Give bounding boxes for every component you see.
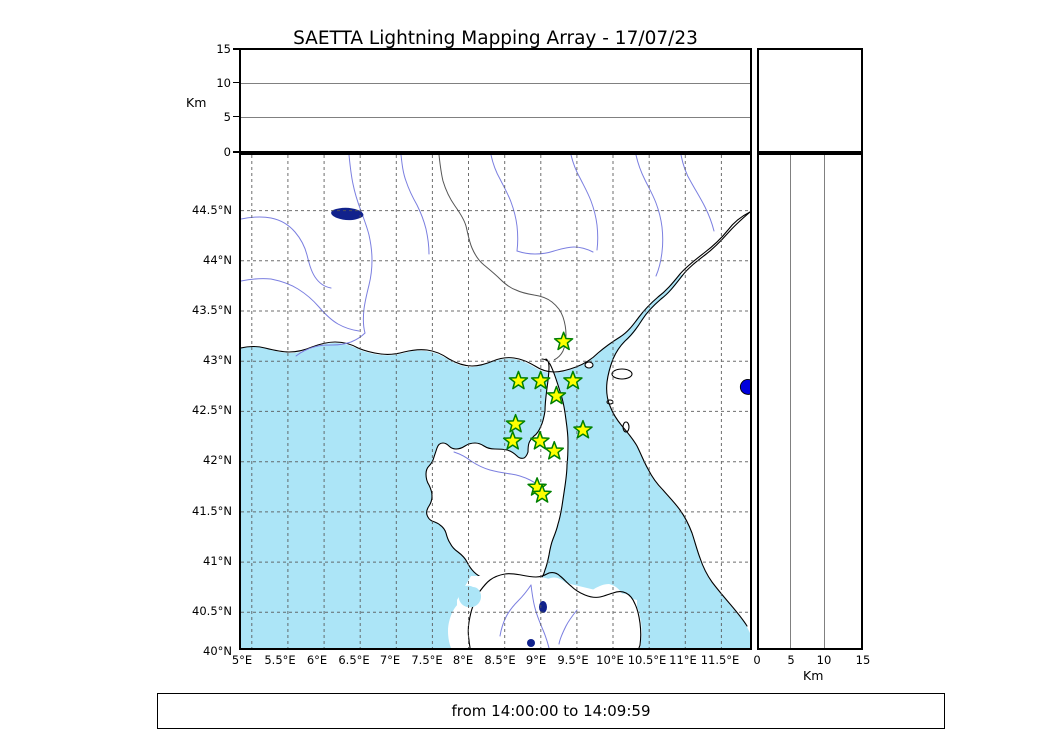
station-star-marker (505, 413, 526, 433)
liguria-land (661, 155, 750, 275)
lon-tick-7: 7°E (379, 653, 401, 667)
altitude-vs-latitude-panel (757, 153, 863, 650)
river-rhone-upper (241, 216, 332, 289)
station-star-marker (544, 440, 565, 460)
altitude-vs-longitude-panel (239, 48, 752, 153)
top-panel-ylabel: Km (186, 95, 207, 110)
lon-tick-9: 9°E (525, 653, 547, 667)
top-ytick-0: 0 (223, 145, 231, 159)
lat-tick-40: 40°N (203, 644, 232, 658)
capraia-outline (584, 361, 594, 369)
lon-tick-7.5: 7.5°E (411, 653, 443, 667)
station-star-marker (530, 430, 550, 450)
lon-tick-6: 6°E (306, 653, 328, 667)
lat-tick-43: 43°N (203, 353, 232, 367)
river-tagliamento (635, 155, 664, 277)
river-saone (400, 155, 430, 255)
elba-island (612, 369, 632, 379)
river-durance (241, 278, 360, 332)
tickmark (233, 116, 239, 117)
tickmark (233, 82, 239, 83)
top-ytick-5: 5 (223, 110, 231, 124)
continental-landmass (241, 155, 750, 373)
lat-tick-42: 42°N (203, 453, 232, 467)
station-star-marker (546, 385, 567, 405)
right-xtick-15: 15 (855, 653, 871, 667)
river-sardinia-west (499, 584, 532, 637)
lon-tick-6.5: 6.5°E (338, 653, 370, 667)
station-star-marker (573, 419, 593, 439)
tickmark (233, 48, 239, 50)
page-title: SAETTA Lightning Mapping Array - 17/07/2… (293, 28, 698, 49)
time-range-label: from 14:00:00 to 14:09:59 (451, 702, 651, 720)
map-graphic (241, 155, 750, 648)
top-ytick-10: 10 (216, 76, 231, 90)
lon-tick-11: 11°E (669, 653, 697, 667)
lake-sardinia-south (527, 639, 535, 647)
right-panel-xlabel: Km (803, 668, 824, 683)
right-xtick-10: 10 (816, 653, 832, 667)
elba-outline (611, 368, 633, 380)
map-gridlines (241, 155, 750, 648)
station-star-marker (532, 484, 552, 503)
altitude-histogram-panel (757, 48, 863, 153)
station-star-marker (508, 370, 529, 390)
lon-tick-5.5: 5.5°E (264, 653, 296, 667)
capraia-island (585, 362, 593, 368)
river-po-upper (490, 155, 519, 252)
right-xtick-0: 0 (753, 653, 761, 667)
tickmark (233, 151, 239, 153)
gridline-5km (241, 117, 750, 118)
lightning-map-panel[interactable] (239, 153, 752, 650)
station-star-marker (502, 430, 523, 450)
station-star-marker (530, 370, 551, 390)
river-rhone (348, 155, 373, 334)
lat-tick-41.5: 41.5°N (192, 504, 232, 518)
time-range-box: from 14:00:00 to 14:09:59 (157, 693, 945, 729)
lat-tick-42.5: 42.5°N (192, 403, 232, 417)
lat-tick-40.5: 40.5°N (192, 604, 232, 618)
lake-omodeo (539, 601, 547, 613)
gridline-10km (241, 83, 750, 84)
lon-tick-5: 5°E (231, 653, 253, 667)
station-markers-layer (502, 331, 593, 503)
lat-tick-44: 44°N (203, 253, 232, 267)
italy-coastline (606, 211, 750, 627)
gridline-5km-right (790, 155, 791, 648)
river-tirso-sardinia (530, 584, 550, 648)
corsica-landmass (426, 358, 568, 596)
station-star-marker (553, 331, 574, 351)
river-golo-corsica (453, 451, 546, 493)
lon-tick-10.5: 10.5°E (627, 653, 667, 667)
top-ytick-15: 15 (216, 42, 231, 56)
sardinia-west-bay (458, 585, 482, 608)
country-border-france-italy (438, 155, 567, 361)
lon-tick-10: 10°E (596, 653, 624, 667)
lon-tick-8: 8°E (452, 653, 474, 667)
lat-tick-44.5: 44.5°N (192, 203, 232, 217)
lightning-source-marker (739, 378, 750, 395)
right-xtick-5: 5 (787, 653, 795, 667)
lon-tick-8.5: 8.5°E (484, 653, 516, 667)
lat-tick-43.5: 43.5°N (192, 303, 232, 317)
lat-tick-41: 41°N (203, 554, 232, 568)
gridline-10km-right (824, 155, 825, 648)
river-rhone-delta (295, 332, 366, 357)
italy-peninsula (606, 213, 750, 633)
river-adige (570, 155, 599, 251)
lon-tick-9.5: 9.5°E (557, 653, 589, 667)
river-flumendosa (558, 609, 578, 645)
river-po (516, 246, 594, 255)
lon-tick-11.5: 11.5°E (700, 653, 740, 667)
riviera-coastline (241, 211, 750, 373)
station-star-marker (563, 370, 583, 390)
